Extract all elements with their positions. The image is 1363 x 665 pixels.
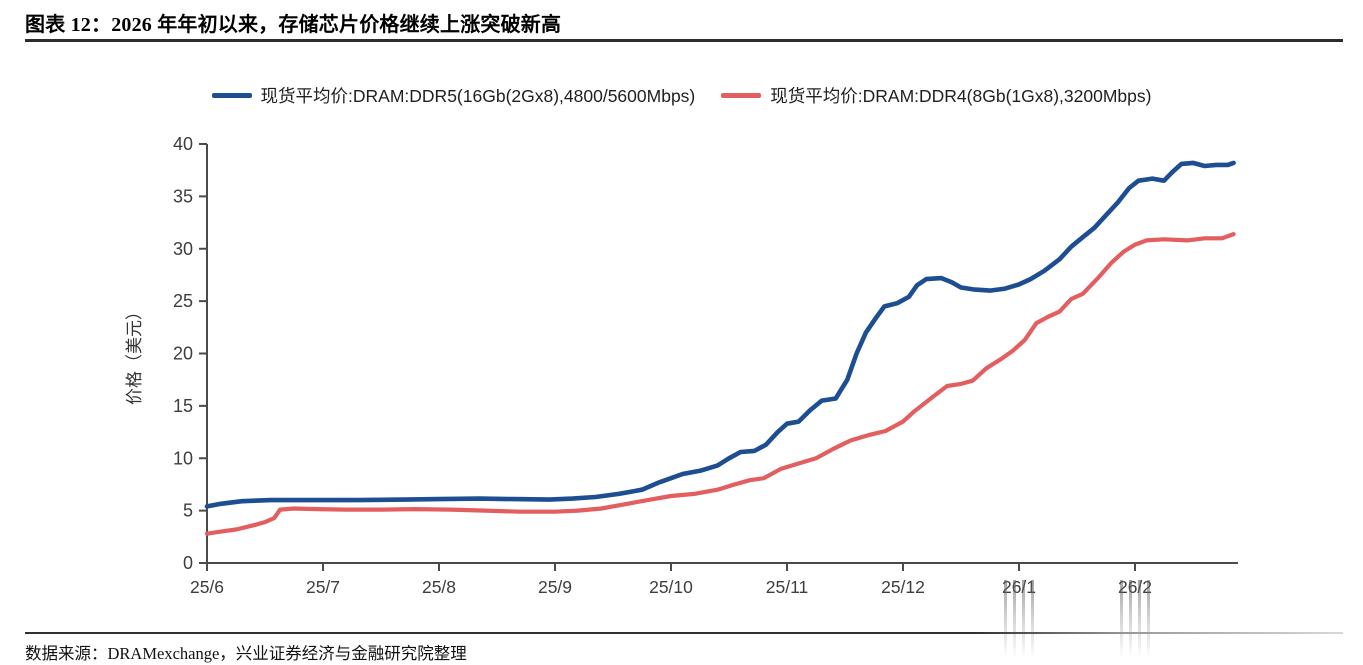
y-tick-label: 10 <box>173 448 193 468</box>
chart-legend: 现货平均价:DRAM:DDR5(16Gb(2Gx8),4800/5600Mbps… <box>0 82 1363 108</box>
x-tick-label: 25/6 <box>190 577 224 597</box>
y-tick-label: 15 <box>173 396 193 416</box>
y-tick-label: 25 <box>173 291 193 311</box>
legend-swatch-ddr5 <box>211 92 252 98</box>
x-tick-label: 25/7 <box>306 577 340 597</box>
smear-artifact <box>1031 580 1034 658</box>
y-tick-label: 30 <box>173 239 193 259</box>
axes <box>206 144 1238 564</box>
series-line-0 <box>204 160 1236 509</box>
series-line-1 <box>204 232 1236 536</box>
x-tick-label: 25/9 <box>538 577 572 597</box>
smear-artifact <box>1013 580 1016 658</box>
smear-artifact <box>1147 580 1150 658</box>
legend-label-ddr4: 现货平均价:DRAM:DDR4(8Gb(1Gx8),3200Mbps) <box>770 85 1152 106</box>
smear-artifact <box>1004 580 1007 658</box>
legend-label-ddr5: 现货平均价:DRAM:DDR5(16Gb(2Gx8),4800/5600Mbps… <box>260 85 696 106</box>
y-tick-label: 20 <box>173 344 193 364</box>
smear-artifact <box>1022 580 1025 658</box>
y-tick-label: 40 <box>173 134 193 154</box>
x-tick-label: 25/8 <box>422 577 456 597</box>
data-source-note: 数据来源：DRAMexchange，兴业证券经济与金融研究院整理 <box>25 644 467 663</box>
legend-swatch-ddr4 <box>721 92 762 98</box>
legend-item-ddr5: 现货平均价:DRAM:DDR5(16Gb(2Gx8),4800/5600Mbps… <box>211 83 696 108</box>
y-tick-label: 5 <box>183 501 193 521</box>
figure-title: 图表 12：2026 年年初以来，存储芯片价格继续上涨突破新高 <box>25 14 562 36</box>
x-tick-label: 25/11 <box>766 577 809 597</box>
smear-artifact <box>1138 580 1141 658</box>
smear-artifact <box>1129 580 1132 658</box>
smear-artifact <box>1120 580 1123 658</box>
y-axis-title: 价格（美元） <box>125 303 144 405</box>
footer-divider <box>25 632 1343 634</box>
y-tick-label: 0 <box>183 553 193 573</box>
x-tick-label: 25/10 <box>649 577 693 597</box>
title-divider <box>25 39 1343 42</box>
x-tick-label: 25/12 <box>881 577 925 597</box>
legend-item-ddr4: 现货平均价:DRAM:DDR4(8Gb(1Gx8),3200Mbps) <box>721 83 1151 108</box>
y-tick-label: 35 <box>173 186 193 206</box>
